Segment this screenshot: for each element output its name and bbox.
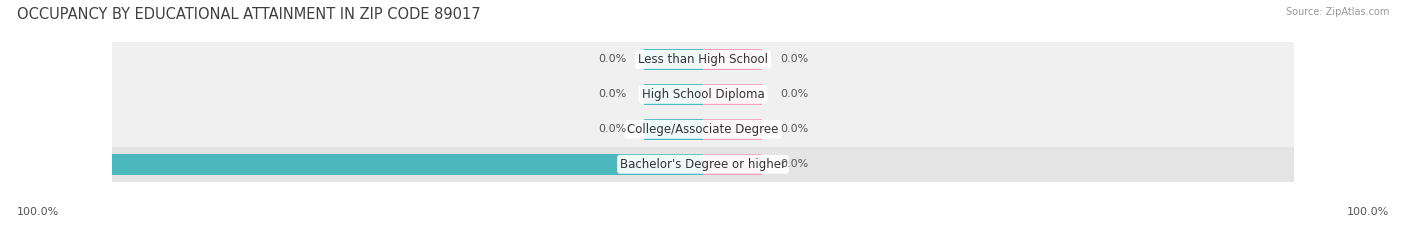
Text: College/Associate Degree: College/Associate Degree (627, 123, 779, 136)
Bar (703, 119, 762, 140)
Text: Source: ZipAtlas.com: Source: ZipAtlas.com (1285, 7, 1389, 17)
Text: 0.0%: 0.0% (780, 159, 808, 169)
Text: OCCUPANCY BY EDUCATIONAL ATTAINMENT IN ZIP CODE 89017: OCCUPANCY BY EDUCATIONAL ATTAINMENT IN Z… (17, 7, 481, 22)
Text: 0.0%: 0.0% (598, 55, 626, 64)
Text: Bachelor's Degree or higher: Bachelor's Degree or higher (620, 158, 786, 171)
Text: 0.0%: 0.0% (780, 124, 808, 134)
Text: 0.0%: 0.0% (780, 89, 808, 99)
Text: 100.0%: 100.0% (17, 207, 59, 217)
Bar (703, 84, 762, 105)
Text: 0.0%: 0.0% (598, 89, 626, 99)
Text: 100.0%: 100.0% (1347, 207, 1389, 217)
Bar (112, 112, 1294, 147)
Bar (644, 49, 703, 70)
Bar (644, 84, 703, 105)
Text: 0.0%: 0.0% (780, 55, 808, 64)
Text: Less than High School: Less than High School (638, 53, 768, 66)
Text: 0.0%: 0.0% (598, 124, 626, 134)
Bar (644, 119, 703, 140)
Text: High School Diploma: High School Diploma (641, 88, 765, 101)
Bar (112, 147, 1294, 182)
Bar (703, 49, 762, 70)
Bar (112, 77, 1294, 112)
Bar (112, 42, 1294, 77)
Bar (0, 154, 703, 175)
Bar (703, 154, 762, 175)
